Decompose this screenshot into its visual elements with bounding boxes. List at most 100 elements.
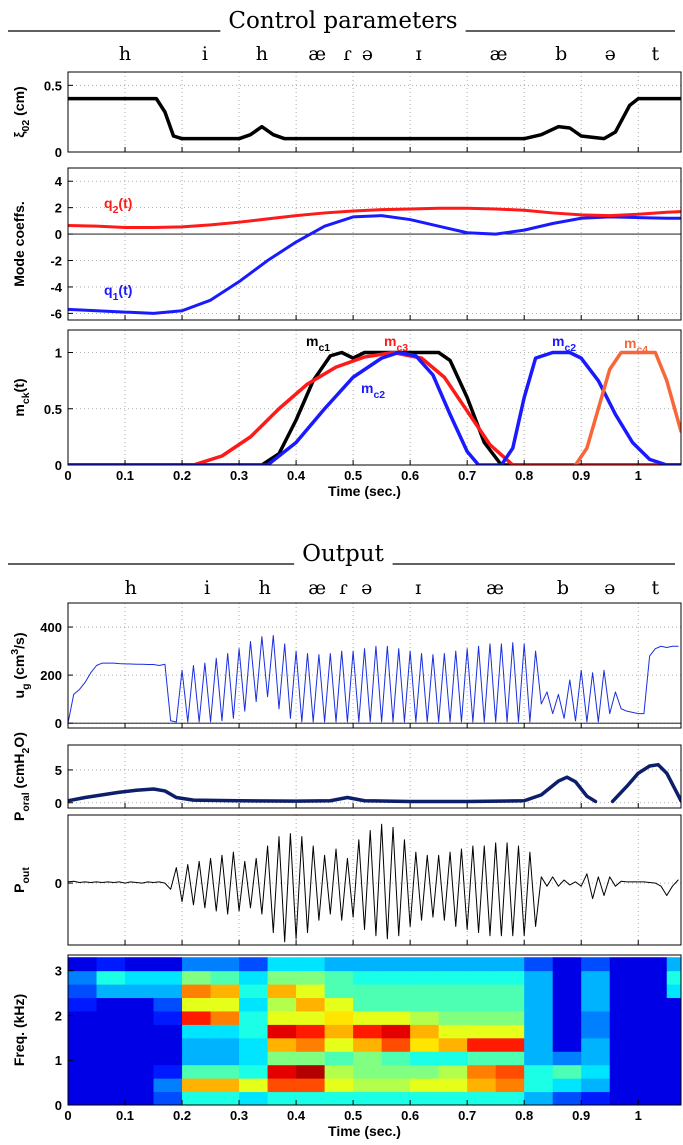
label-part: 2 bbox=[20, 747, 32, 753]
heat-cell bbox=[524, 957, 554, 972]
heat-cell bbox=[239, 1051, 269, 1066]
heat-cell bbox=[666, 1024, 681, 1039]
heat-cell bbox=[125, 957, 155, 972]
heat-cell bbox=[410, 957, 440, 972]
heat-cell bbox=[239, 957, 269, 972]
heat-cell bbox=[410, 1078, 440, 1093]
series-label: mc2 bbox=[552, 333, 576, 354]
heat-cell bbox=[524, 1010, 554, 1025]
heat-cell bbox=[438, 1024, 468, 1039]
heat-cell bbox=[666, 1091, 681, 1105]
heat-cell bbox=[153, 997, 183, 1012]
phoneme: æ bbox=[486, 577, 504, 599]
heat-cell bbox=[552, 957, 582, 972]
section-title: Control parameters bbox=[228, 8, 457, 34]
plot-area bbox=[68, 72, 681, 152]
plot-area bbox=[68, 168, 681, 320]
heat-cell bbox=[68, 997, 98, 1012]
series-label: mc4 bbox=[624, 335, 648, 356]
section-title: Output bbox=[302, 541, 384, 567]
heat-cell bbox=[296, 997, 326, 1012]
heat-cell bbox=[524, 970, 554, 985]
heat-cell bbox=[267, 1010, 297, 1025]
heat-cell bbox=[666, 957, 681, 972]
label-part: m bbox=[384, 333, 396, 349]
axes-frame bbox=[67, 814, 682, 946]
heat-cell bbox=[296, 1064, 326, 1079]
heat-cell bbox=[153, 1091, 183, 1105]
series-line bbox=[68, 350, 681, 465]
heat-cell bbox=[239, 997, 269, 1012]
y-axis-label: ug (cm3/s) bbox=[9, 633, 32, 699]
plot-area bbox=[68, 815, 681, 945]
heat-cell bbox=[609, 1051, 639, 1066]
label-part: ck bbox=[20, 392, 32, 404]
x-axis-label: Time (sec.) bbox=[328, 1123, 401, 1139]
heat-cell bbox=[609, 1037, 639, 1052]
y-tick-label: -4 bbox=[50, 280, 62, 295]
heat-cell bbox=[296, 1051, 326, 1066]
heat-cell bbox=[524, 1051, 554, 1066]
plot-area bbox=[68, 957, 681, 1105]
phoneme: t bbox=[652, 577, 660, 599]
heat-cell bbox=[410, 984, 440, 999]
heat-cell bbox=[467, 1010, 497, 1025]
heat-cell bbox=[182, 970, 212, 985]
y-axis-label: Freq. (kHz) bbox=[11, 994, 27, 1066]
heat-cell bbox=[609, 957, 639, 972]
heat-cell bbox=[495, 1051, 525, 1066]
y-tick-label: 5 bbox=[55, 763, 62, 778]
heat-cell bbox=[438, 1078, 468, 1093]
x-tick-label: 0.4 bbox=[287, 1108, 306, 1123]
heat-cell bbox=[324, 957, 354, 972]
phoneme: ɾ bbox=[339, 577, 348, 599]
x-tick-label: 0.7 bbox=[458, 1108, 476, 1123]
heat-cell bbox=[125, 1037, 155, 1052]
label-part: oral bbox=[20, 792, 32, 811]
plot-area bbox=[68, 330, 681, 465]
heat-cell bbox=[438, 1051, 468, 1066]
y-tick-label: -6 bbox=[50, 306, 62, 321]
heat-cell bbox=[353, 1010, 383, 1025]
heat-cell bbox=[666, 970, 681, 985]
x-tick-label: 1 bbox=[635, 468, 642, 483]
heat-cell bbox=[68, 970, 98, 985]
label-part: c2 bbox=[373, 389, 385, 401]
y-axis-label: Pout bbox=[11, 867, 32, 893]
label-part: (t) bbox=[11, 378, 27, 392]
heat-cell bbox=[438, 1091, 468, 1105]
heat-cell bbox=[267, 984, 297, 999]
x-tick-label: 0.1 bbox=[116, 1108, 134, 1123]
label-part: P bbox=[11, 812, 27, 821]
x-tick-label: 0.8 bbox=[515, 468, 533, 483]
heat-cell bbox=[495, 1037, 525, 1052]
label-part: m bbox=[361, 380, 373, 396]
y-tick-label: 0 bbox=[55, 876, 62, 891]
heat-cell bbox=[581, 1078, 611, 1093]
phoneme: ɪ bbox=[416, 43, 422, 65]
label-part: (cm) bbox=[11, 86, 27, 119]
heat-cell bbox=[324, 984, 354, 999]
heat-cell bbox=[153, 1051, 183, 1066]
heat-cell bbox=[353, 1091, 383, 1105]
heat-cell bbox=[210, 997, 240, 1012]
heat-cell bbox=[153, 1024, 183, 1039]
heat-cell bbox=[581, 957, 611, 972]
heat-cell bbox=[210, 1091, 240, 1105]
heat-cell bbox=[96, 1091, 126, 1105]
heat-cell bbox=[210, 970, 240, 985]
axes-frame bbox=[67, 329, 682, 466]
heat-cell bbox=[609, 1078, 639, 1093]
heat-cell bbox=[267, 1091, 297, 1105]
series-label: q2(t) bbox=[104, 195, 132, 216]
x-tick-label: 1 bbox=[635, 1108, 642, 1123]
heat-cell bbox=[96, 984, 126, 999]
heat-cell bbox=[239, 970, 269, 985]
y-axis-label: Poral (cmH2O) bbox=[11, 732, 32, 821]
label-part: (cmH bbox=[11, 753, 27, 792]
label-part: P bbox=[11, 883, 27, 892]
heat-cell bbox=[353, 1037, 383, 1052]
axes-frame bbox=[67, 71, 682, 153]
heat-cell bbox=[467, 997, 497, 1012]
label-part: 2 bbox=[113, 204, 119, 216]
